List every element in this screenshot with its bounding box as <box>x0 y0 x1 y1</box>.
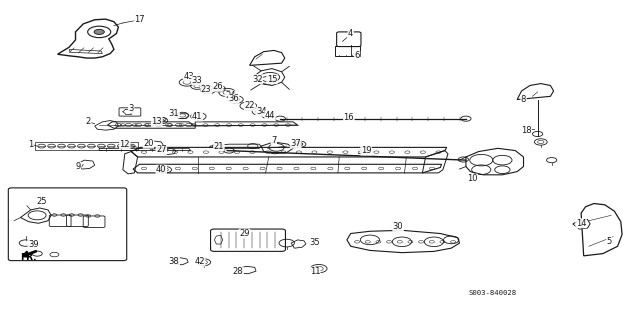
Text: 28: 28 <box>233 267 243 276</box>
Circle shape <box>296 143 303 146</box>
Text: 37: 37 <box>291 139 301 148</box>
Text: 33: 33 <box>192 76 202 85</box>
Text: 8: 8 <box>521 95 526 104</box>
Text: 9: 9 <box>76 162 81 171</box>
Text: 12: 12 <box>120 140 130 149</box>
Text: 16: 16 <box>344 113 354 122</box>
Text: 13: 13 <box>152 117 162 126</box>
Text: 32: 32 <box>252 75 262 84</box>
Text: 44: 44 <box>265 111 275 120</box>
Text: 34: 34 <box>256 107 266 116</box>
Text: 31: 31 <box>169 109 179 118</box>
Text: 15: 15 <box>267 75 277 84</box>
Text: 5: 5 <box>607 237 612 246</box>
Text: 6: 6 <box>355 51 360 60</box>
Text: 43: 43 <box>184 72 194 81</box>
Text: 35: 35 <box>310 238 320 247</box>
Text: FR.: FR. <box>20 253 37 262</box>
Text: 25: 25 <box>36 197 47 206</box>
Text: 39: 39 <box>28 240 38 249</box>
Text: 40: 40 <box>156 165 166 174</box>
Text: 20: 20 <box>143 139 154 148</box>
Text: S003-840028: S003-840028 <box>468 290 516 296</box>
Text: 10: 10 <box>467 174 477 183</box>
Text: 38: 38 <box>169 257 179 266</box>
Text: 2: 2 <box>86 117 91 126</box>
Text: 11: 11 <box>310 267 320 276</box>
Text: 19: 19 <box>361 146 371 155</box>
Text: 4: 4 <box>348 29 353 38</box>
Text: 42: 42 <box>195 257 205 266</box>
Text: 17: 17 <box>134 15 145 24</box>
Text: 41: 41 <box>192 112 202 121</box>
Text: 7: 7 <box>271 136 276 145</box>
Circle shape <box>94 29 104 34</box>
Text: 36: 36 <box>228 94 239 103</box>
Text: 21: 21 <box>214 142 224 151</box>
Text: 26: 26 <box>212 82 223 91</box>
Text: 1: 1 <box>28 140 33 149</box>
Text: 27: 27 <box>156 145 166 154</box>
Text: 14: 14 <box>576 219 586 228</box>
Text: 3: 3 <box>129 104 134 113</box>
Text: 18: 18 <box>521 126 531 135</box>
Text: 30: 30 <box>393 222 403 231</box>
Text: 22: 22 <box>244 101 255 110</box>
Text: 24: 24 <box>225 91 236 100</box>
Text: 29: 29 <box>239 229 250 238</box>
Text: 23: 23 <box>201 85 211 94</box>
